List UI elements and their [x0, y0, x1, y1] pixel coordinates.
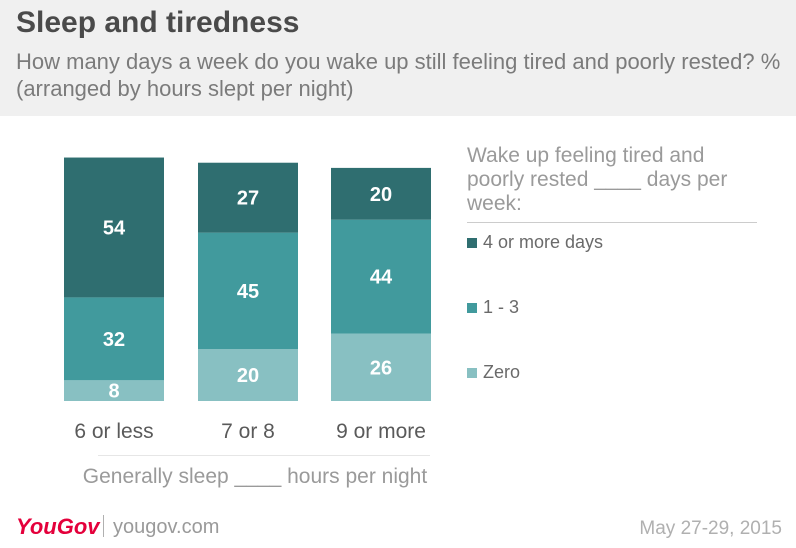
bar-value-label: 27: [237, 188, 259, 210]
legend-swatch: [467, 367, 477, 378]
bar-segment: [331, 333, 431, 401]
bar-value-label: 8: [108, 381, 119, 403]
chart-subtitle: How many days a week do you wake up stil…: [16, 49, 781, 101]
bar-value-label: 20: [370, 184, 392, 206]
bar-value-label: 54: [103, 217, 126, 239]
chart-title: Sleep and tiredness: [16, 6, 300, 39]
bar-segment: [331, 219, 431, 334]
legend-swatch: [467, 237, 477, 248]
bar-segment: [198, 232, 298, 350]
x-axis-label: Generally sleep ____ hours per night: [82, 465, 428, 488]
legend-label: 4 or more days: [483, 232, 604, 252]
bar-value-label: 20: [237, 365, 259, 387]
bar-segment: [198, 162, 298, 233]
logo-divider: [103, 515, 104, 537]
yougov-logo: YouGov: [16, 514, 100, 539]
bar-segment: [64, 157, 164, 298]
stacked-bar-chart: 8 32 54 6 or less 20 45 27 7 or 8 26 44 20 9 or mor…: [64, 157, 431, 456]
legend-item: Zero: [467, 362, 520, 383]
bar-segment: [64, 380, 164, 401]
bar-segment: [331, 167, 431, 220]
bar-value-label: 44: [370, 267, 393, 289]
legend-item: 4 or more days: [467, 232, 603, 253]
legend-label: 1 - 3: [483, 297, 520, 317]
bar-segment: [64, 297, 164, 381]
category-label: 9 or more: [336, 420, 426, 443]
header-band: Sleep and tiredness How many days a week…: [0, 0, 796, 116]
legend-title: Wake up feeling tired and poorly rested …: [467, 144, 728, 215]
bar-segment: [198, 349, 298, 401]
bar-value-label: 32: [103, 329, 125, 351]
bar-value-label: 26: [370, 357, 392, 379]
site-url: yougov.com: [113, 516, 220, 538]
category-label: 7 or 8: [221, 420, 275, 443]
legend-swatch: [467, 302, 477, 313]
legend-divider: [467, 222, 757, 223]
bar-value-label: 45: [237, 281, 259, 303]
survey-date: May 27-29, 2015: [639, 518, 782, 539]
category-label: 6 or less: [74, 420, 153, 443]
legend-item: 1 - 3: [467, 297, 519, 318]
legend-label: Zero: [483, 362, 521, 382]
